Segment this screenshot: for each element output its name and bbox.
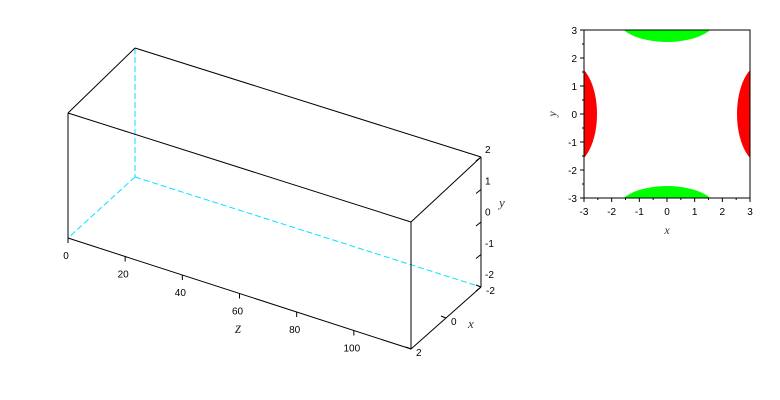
x-tick-label: 0	[664, 207, 670, 218]
y-tick	[475, 254, 482, 259]
z-axis-label: z	[234, 320, 242, 337]
y-tick-label: 2	[571, 54, 577, 65]
plot-3d: 0 20 40 60 80 100 2 1 0 -1 -2 -2 0 2 z y x	[63, 47, 505, 359]
x-tick-label: -1	[635, 207, 644, 218]
x-tick-label: 3	[747, 207, 753, 218]
z-tick-label: 0	[63, 251, 69, 262]
y-tick-label: 0	[485, 208, 491, 219]
y-axis-label: y	[497, 195, 505, 210]
green-region-top	[623, 30, 711, 42]
y-tick	[475, 221, 482, 227]
x-axis-label: x	[467, 316, 474, 331]
red-region-right	[737, 70, 750, 158]
z-tick-label: 20	[118, 270, 130, 281]
y-tick-label: -1	[485, 239, 494, 250]
y-tick	[475, 189, 482, 194]
x-axis-label: x	[663, 223, 670, 237]
y-tick-label: -2	[485, 270, 494, 281]
y-tick-label: 1	[571, 82, 577, 93]
z-tick-label: 100	[343, 344, 360, 355]
hidden-edge	[134, 176, 482, 288]
y-tick-label: -3	[568, 194, 577, 205]
y-tick-label: 0	[571, 110, 577, 121]
z-tick-label: 40	[175, 288, 187, 299]
y-axis-label: y	[545, 111, 559, 118]
plot-frame	[583, 29, 751, 199]
red-region-left	[584, 70, 597, 158]
x-tick	[475, 284, 482, 288]
y-tick-label: -2	[568, 166, 577, 177]
hidden-edge	[67, 176, 136, 239]
box-edge	[410, 156, 482, 223]
x-tick-label: 0	[451, 317, 457, 328]
plot-2d: -3 -2 -1 0 1 2 3 3 2 1 0 -1 -2 -3 x y	[545, 26, 753, 237]
box-edge	[67, 47, 136, 114]
z-tick-label: 80	[289, 325, 301, 336]
box-edge	[67, 112, 412, 223]
green-region-bottom	[623, 186, 711, 198]
z-tick-label: 60	[232, 307, 244, 318]
x-tick-label: -3	[580, 207, 589, 218]
x-tick-label: 2	[416, 348, 422, 359]
x-tick	[440, 315, 447, 319]
x-tick-label: -2	[486, 286, 495, 297]
x-tick	[405, 346, 412, 350]
box-edge	[134, 47, 482, 158]
y-tick-label: 3	[571, 26, 577, 37]
x-tick-label: 2	[720, 207, 726, 218]
y-tick	[475, 286, 482, 292]
x-tick-label: 1	[692, 207, 698, 218]
y-tick-label: -1	[568, 138, 577, 149]
x-tick-label: -2	[607, 207, 616, 218]
y-tick	[475, 156, 482, 162]
y-tick-label: 2	[485, 145, 491, 156]
y-tick-label: 1	[485, 176, 491, 187]
